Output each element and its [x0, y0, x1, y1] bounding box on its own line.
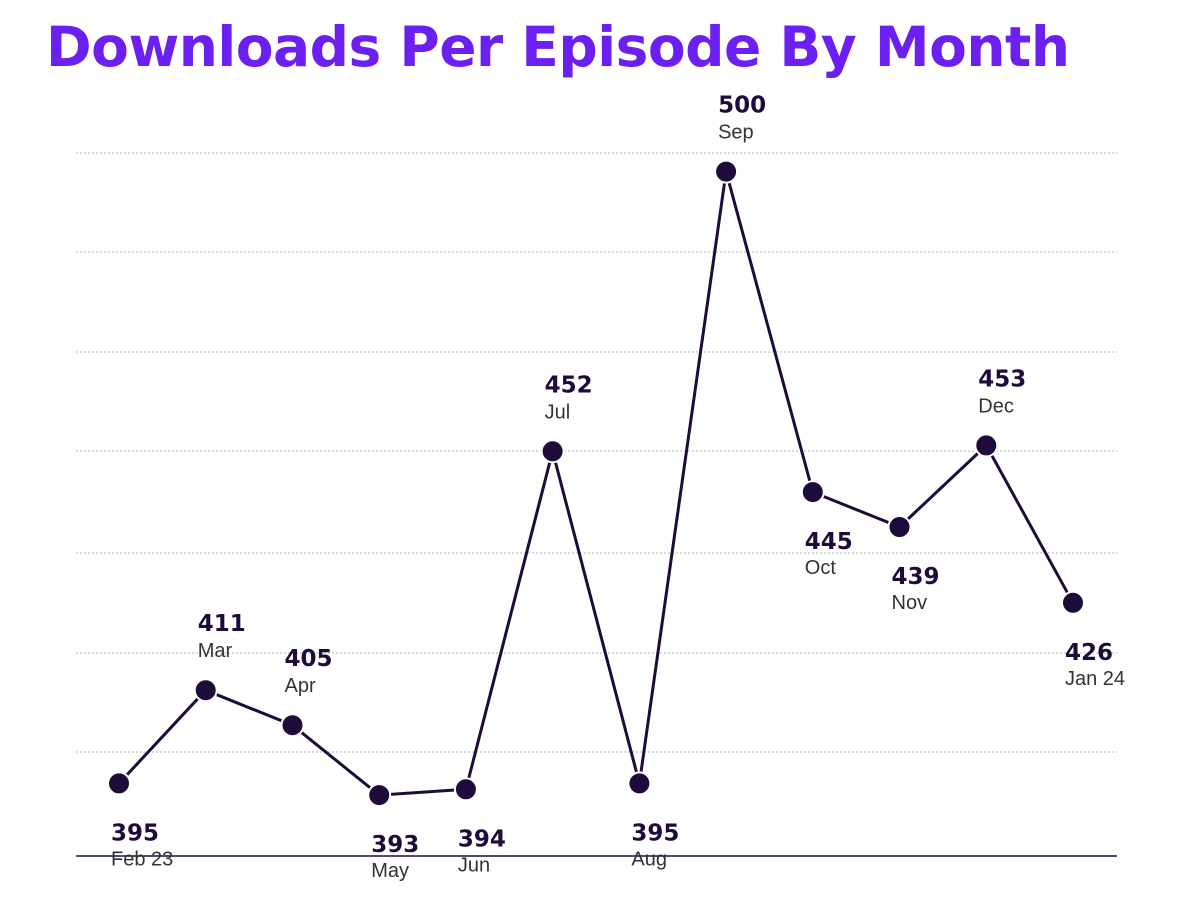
month-label-dec: Dec [978, 395, 1014, 417]
value-label-may: 393 [371, 832, 419, 858]
month-label-mar: Mar [198, 640, 233, 662]
value-label-mar: 411 [198, 611, 246, 637]
month-label-feb-23: Feb 23 [111, 848, 173, 870]
value-label-apr: 405 [285, 646, 333, 672]
value-label-jun: 394 [458, 826, 506, 852]
value-label-aug: 395 [631, 820, 679, 846]
month-label-jan-24: Jan 24 [1065, 668, 1125, 690]
series-line [117, 170, 1075, 797]
data-point-apr [280, 713, 305, 738]
month-label-jul: Jul [545, 401, 571, 423]
chart-title: Downloads Per Episode By Month [46, 15, 1070, 79]
data-points [107, 159, 1085, 808]
value-label-feb-23: 395 [111, 820, 159, 846]
gridlines [76, 152, 1117, 753]
data-point-jan-24 [1061, 590, 1085, 615]
month-label-jun: Jun [458, 854, 490, 876]
month-label-sep: Sep [718, 122, 754, 144]
value-label-oct: 445 [805, 529, 853, 555]
month-label-aug: Aug [631, 848, 667, 870]
month-label-nov: Nov [892, 592, 928, 614]
data-point-jul [540, 439, 565, 464]
data-point-jun [453, 777, 478, 802]
value-label-jan-24: 426 [1065, 640, 1113, 666]
data-point-oct [800, 480, 825, 505]
data-point-nov [887, 515, 912, 539]
data-point-dec [974, 433, 999, 458]
month-label-oct: Oct [805, 557, 837, 579]
data-point-sep [714, 159, 739, 184]
data-point-aug [627, 771, 652, 796]
data-point-may [367, 783, 392, 808]
value-label-jul: 452 [545, 372, 593, 398]
data-point-mar [193, 678, 218, 703]
month-label-may: May [371, 860, 409, 882]
value-label-sep: 500 [718, 93, 766, 119]
month-label-apr: Apr [285, 675, 316, 697]
value-label-nov: 439 [892, 564, 940, 590]
value-label-dec: 453 [978, 366, 1026, 392]
data-point-feb-23 [107, 771, 131, 796]
